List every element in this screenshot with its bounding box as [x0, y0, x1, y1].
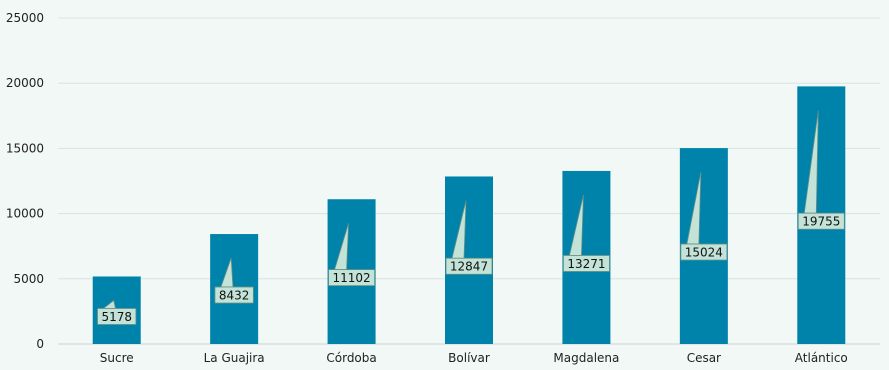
x-tick-label: Córdoba — [326, 351, 376, 365]
x-tick-label: La Guajira — [204, 351, 265, 365]
data-label-box — [445, 257, 493, 275]
data-label: 13271 — [567, 257, 605, 271]
x-tick-label: Sucre — [100, 351, 134, 365]
x-tick-label: Magdalena — [553, 351, 619, 365]
y-tick-label: 5000 — [13, 272, 44, 286]
data-label: 12847 — [450, 260, 488, 274]
data-labels: 5178 8432 11102 12847 13271 15024 19755 — [97, 110, 845, 325]
y-tick-label: 25000 — [6, 11, 44, 25]
y-tick-label: 10000 — [6, 207, 44, 221]
x-axis-labels: Sucre La Guajira Córdoba Bolívar Magdalena Ce… — [100, 351, 848, 365]
data-label-box — [97, 308, 137, 325]
data-label-box — [680, 243, 728, 261]
x-tick-label: Bolívar — [448, 351, 490, 365]
y-axis-ticks: 0 5000 10000 15000 20000 25000 — [6, 11, 44, 351]
y-tick-label: 0 — [36, 337, 44, 351]
x-tick-label: Atlántico — [795, 351, 848, 365]
data-label: 5178 — [101, 310, 132, 324]
x-tick-label: Cesar — [687, 351, 721, 365]
data-label: 19755 — [802, 215, 840, 229]
data-label: 15024 — [685, 246, 723, 260]
data-label-box — [563, 255, 610, 272]
y-tick-label: 20000 — [6, 76, 44, 90]
y-tick-label: 15000 — [6, 141, 44, 155]
data-label-box — [328, 269, 375, 287]
data-label-box — [797, 212, 845, 230]
bars — [92, 86, 846, 344]
data-label: 8432 — [219, 289, 250, 303]
data-label: 11102 — [332, 271, 370, 285]
data-label-box — [214, 286, 254, 304]
